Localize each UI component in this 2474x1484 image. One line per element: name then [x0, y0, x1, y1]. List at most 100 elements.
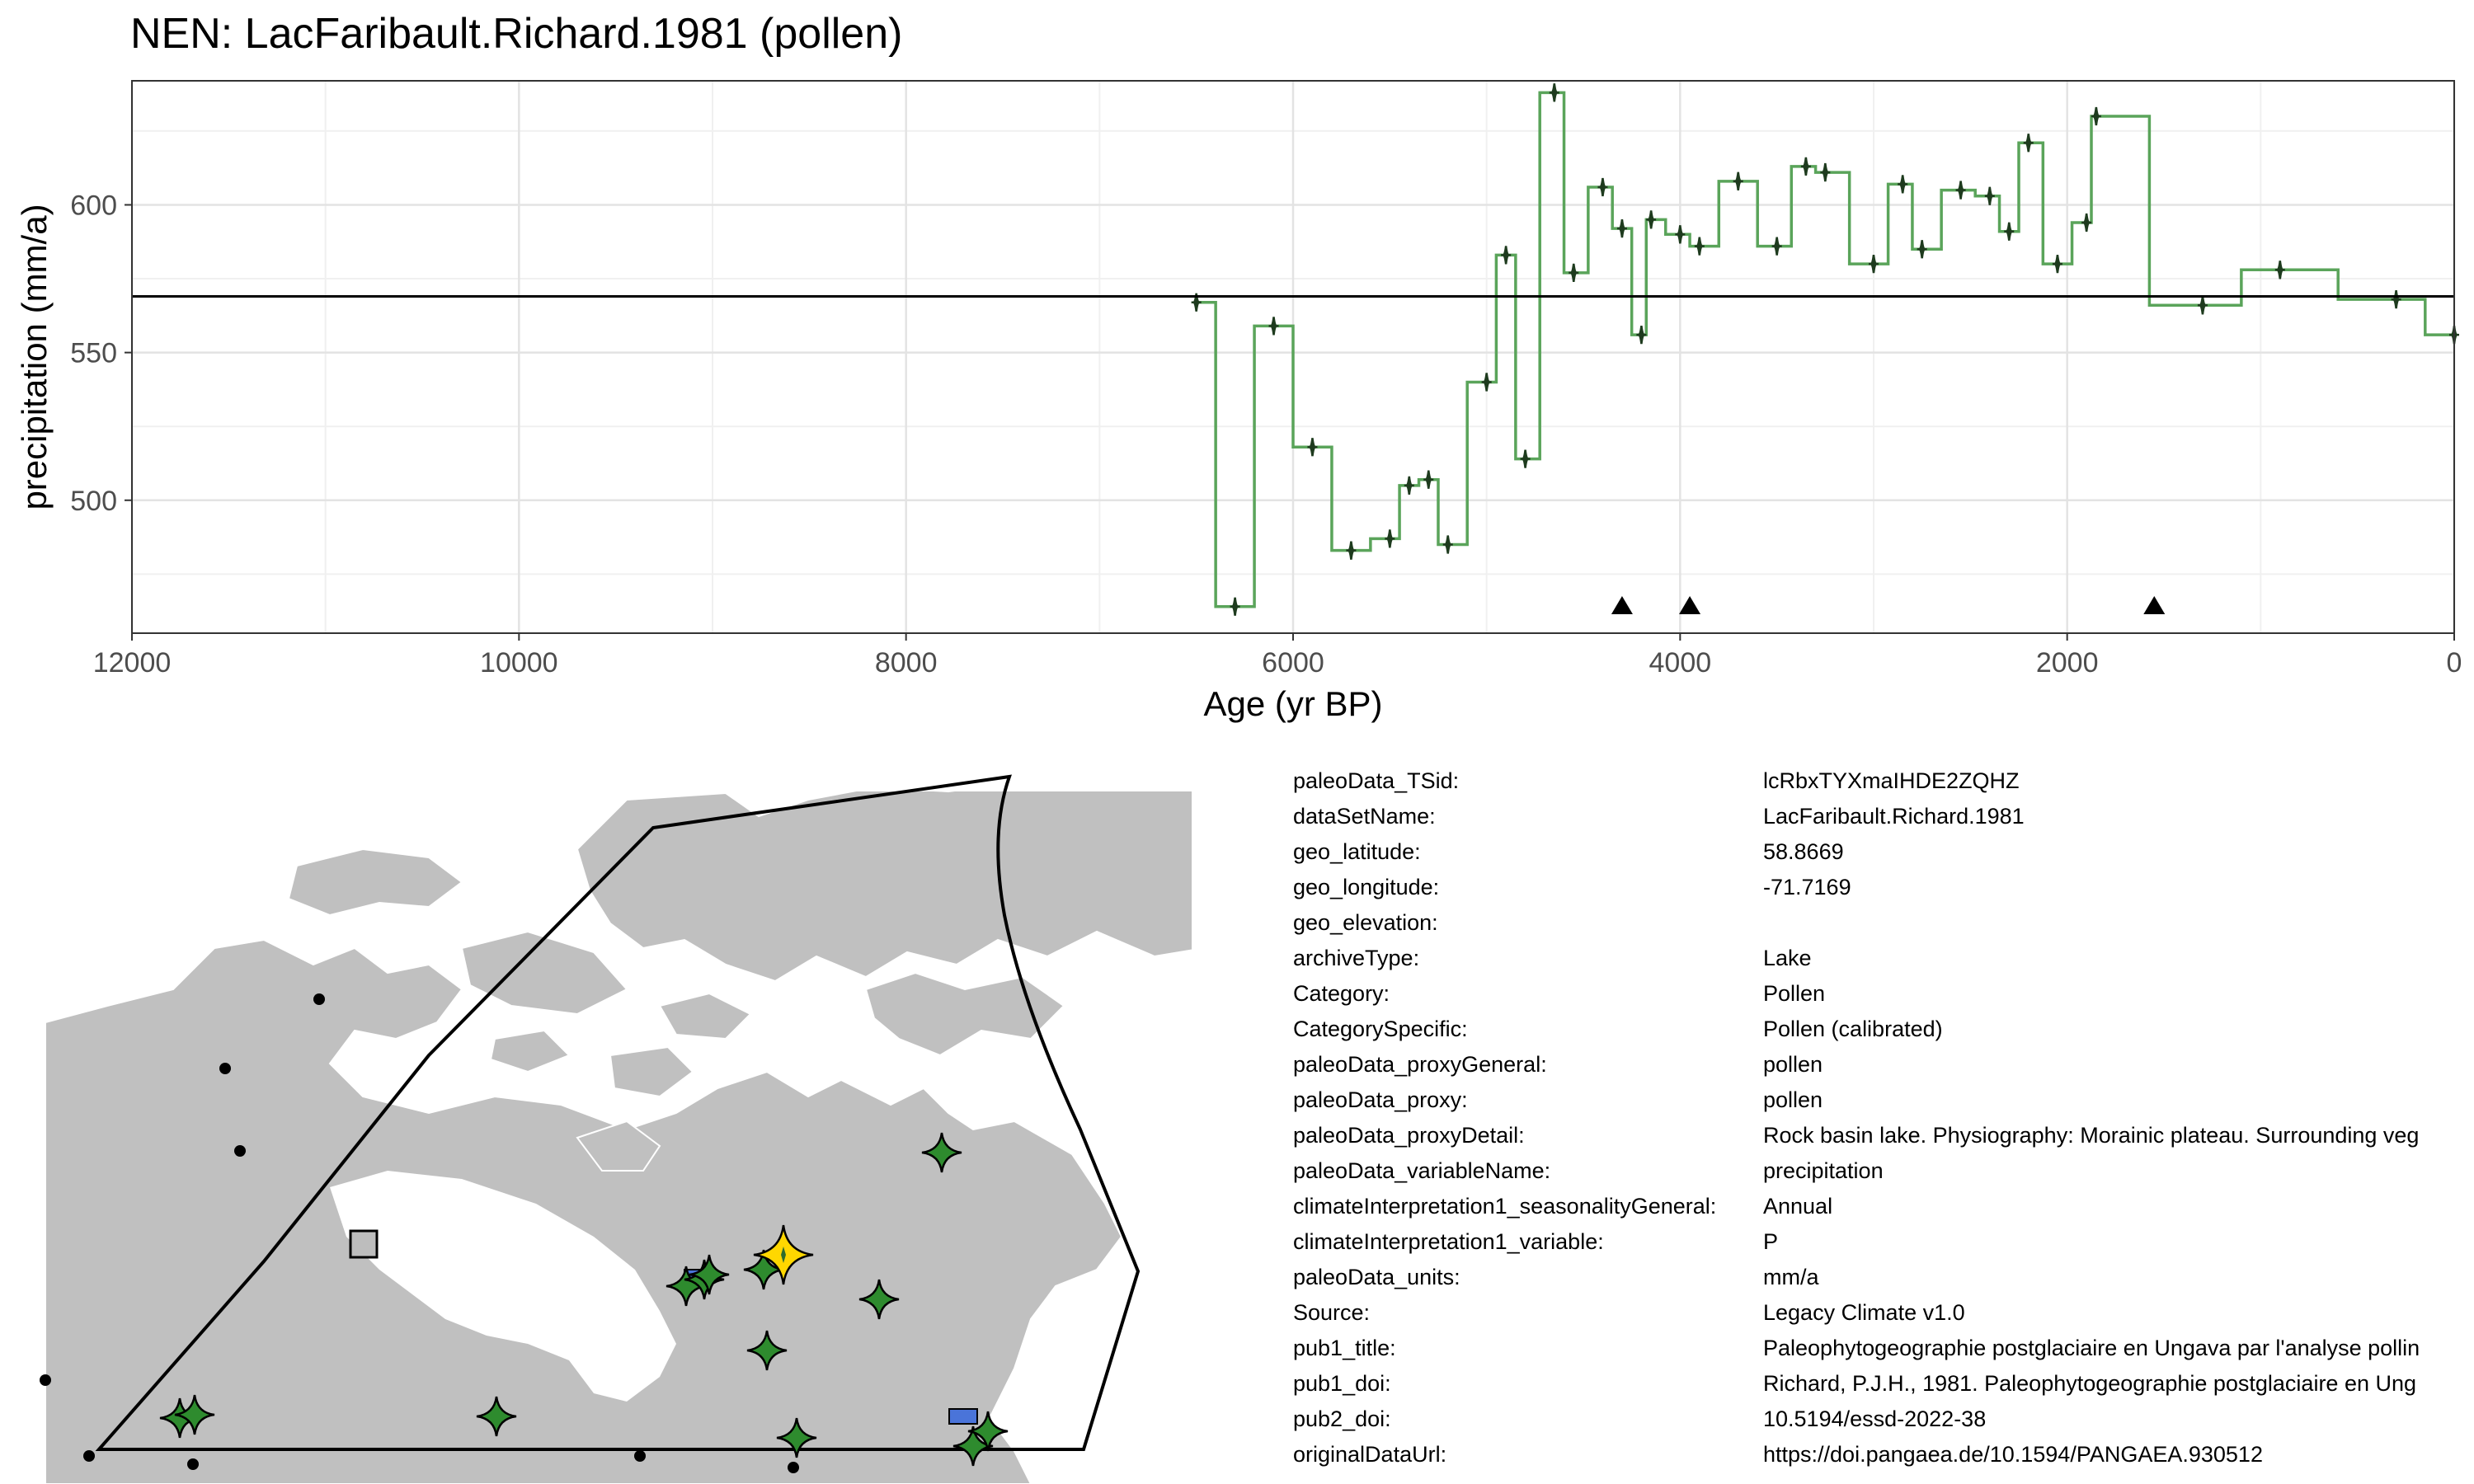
data-point	[1898, 175, 1908, 194]
data-point	[1820, 162, 1831, 182]
data-point	[1955, 181, 1966, 200]
data-point	[2391, 289, 2401, 309]
metadata-key: pub2_doi:	[1293, 1407, 1391, 1431]
data-point	[1385, 529, 1395, 548]
metadata-key: paleoData_proxyDetail:	[1293, 1123, 1525, 1148]
x-tick-label: 8000	[875, 647, 938, 679]
metadata-key: geo_longitude:	[1293, 875, 1440, 899]
metadata-key: paleoData_units:	[1293, 1265, 1460, 1289]
land-masses	[45, 791, 1192, 1484]
metadata-key: paleoData_proxyGeneral:	[1293, 1052, 1547, 1077]
site-dot	[40, 1374, 51, 1386]
region-outline	[95, 774, 1141, 1451]
pollen-site-marker	[743, 1249, 784, 1290]
metadata-key: dataSetName:	[1293, 804, 1436, 829]
site-dot	[788, 1462, 799, 1473]
metadata-key: geo_elevation:	[1293, 910, 1438, 935]
metadata-key: pub1_doi:	[1293, 1371, 1391, 1396]
data-point	[1442, 535, 1453, 554]
metadata-value: Pollen (calibrated)	[1763, 1017, 1943, 1041]
pollen-site-marker	[776, 1417, 817, 1458]
pollen-site-marker	[174, 1394, 215, 1435]
metadata-value: Paleophytogeographie postglaciaire en Un…	[1763, 1336, 2420, 1360]
x-axis-ticks: 12000 10000 8000 6000 4000 2000 0	[93, 633, 2462, 679]
age-control-triangle	[1611, 596, 1633, 614]
data-point	[2023, 134, 2034, 153]
metadata-key: originalDataUrl:	[1293, 1442, 1447, 1467]
map-white-strip	[1192, 742, 1204, 1484]
metadata-key: paleoData_proxy:	[1293, 1087, 1468, 1112]
metadata-value: precipitation	[1763, 1158, 1884, 1183]
data-point	[1616, 218, 1627, 238]
data-point	[1869, 254, 1879, 274]
site-map	[40, 742, 1204, 1484]
data-point	[2197, 296, 2208, 315]
y-axis-ticks: 500 550 600	[70, 190, 132, 517]
data-point	[1520, 449, 1531, 468]
site-dot	[234, 1145, 246, 1157]
metadata-table: paleoData_TSid: lcRbxTYXmaIHDE2ZQHZ dataSe…	[1293, 763, 2474, 1472]
land-foxe	[576, 1120, 661, 1172]
x-tick-label: 6000	[1262, 647, 1324, 679]
data-point	[1597, 177, 1608, 197]
selected-site-center	[781, 1247, 786, 1263]
metadata-value: Rock basin lake. Physiography: Morainic …	[1763, 1123, 2420, 1148]
pollen-site-marker	[858, 1279, 900, 1320]
pollen-sites	[159, 1132, 1009, 1467]
data-point	[1268, 317, 1279, 336]
metadata-key: climateInterpretation1_variable:	[1293, 1229, 1604, 1254]
data-point	[1481, 373, 1492, 392]
y-axis-label: precipitation (mm/a)	[15, 204, 54, 510]
metadata-value: Legacy Climate v1.0	[1763, 1300, 1965, 1325]
metadata-value: -71.7169	[1763, 875, 1851, 899]
x-axis-label: Age (yr BP)	[1203, 684, 1382, 723]
land-islands-west	[287, 848, 463, 917]
data-point	[1636, 325, 1647, 345]
metadata-value: Richard, P.J.H., 1981. Paleophytogeograp…	[1763, 1371, 2417, 1396]
metadata-key: Category:	[1293, 981, 1390, 1006]
metadata-value: Lake	[1763, 946, 1812, 970]
data-point	[1230, 597, 1240, 616]
data-point	[1771, 237, 1782, 256]
data-point	[2052, 254, 2062, 274]
metadata-value: 10.5194/essd-2022-38	[1763, 1407, 1987, 1431]
land-baffin-south	[864, 971, 1065, 1057]
data-point	[1307, 438, 1318, 457]
data-point	[1501, 246, 1512, 265]
metadata-key: Source:	[1293, 1300, 1371, 1325]
data-point	[2274, 261, 2285, 279]
data-point	[1423, 470, 1434, 489]
chart-title: NEN: LacFaribault.Richard.1981 (pollen)	[130, 10, 902, 58]
pollen-site-marker	[967, 1411, 1009, 1452]
land-baffin-north	[576, 791, 1192, 983]
other-sites	[40, 993, 799, 1473]
x-tick-label: 4000	[1649, 647, 1712, 679]
data-point	[1733, 171, 1743, 190]
metadata-value: pollen	[1763, 1052, 1823, 1077]
land-islands-small1	[658, 992, 752, 1040]
metadata-value: Pollen	[1763, 981, 1826, 1006]
data-point	[2081, 213, 2092, 232]
blue-site-marker	[948, 1408, 978, 1425]
metadata-value: mm/a	[1763, 1265, 1819, 1289]
pollen-site-marker	[921, 1132, 962, 1173]
age-control-triangle	[1679, 596, 1701, 614]
land-islands-small2	[489, 1029, 571, 1073]
data-point	[1191, 293, 1202, 312]
data-point	[1646, 210, 1657, 229]
land-hudson-bay-water	[330, 1171, 676, 1402]
data-point	[1694, 237, 1705, 256]
data-point	[1346, 541, 1357, 560]
age-control-triangle	[2143, 596, 2166, 614]
data-point	[2004, 222, 2015, 241]
metadata-value: P	[1763, 1229, 1779, 1254]
data-point	[1404, 476, 1414, 495]
land-southampton	[609, 1045, 694, 1098]
metadata-value: https://doi.pangaea.de/10.1594/PANGAEA.9…	[1763, 1442, 2263, 1467]
precipitation-chart: NEN: LacFaribault.Richard.1981 (pollen) …	[15, 10, 2462, 723]
data-point	[2091, 106, 2101, 126]
series-layer	[1191, 83, 2459, 616]
data-point	[1984, 186, 1995, 205]
site-dot	[634, 1450, 646, 1462]
metadata-value: pollen	[1763, 1087, 1823, 1112]
